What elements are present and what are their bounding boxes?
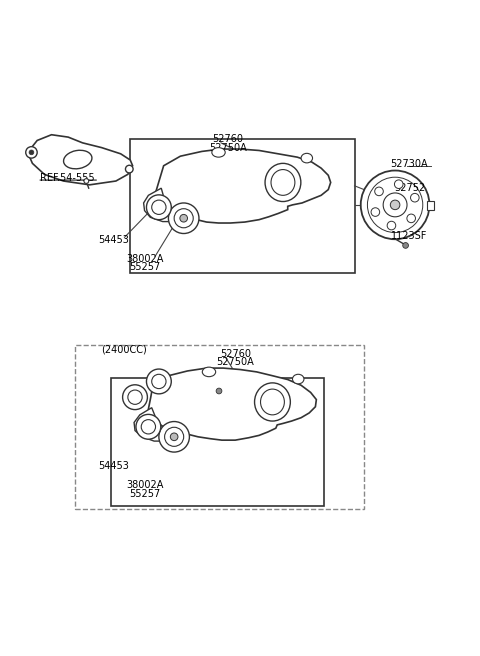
Circle shape bbox=[165, 427, 184, 446]
Text: 55257: 55257 bbox=[129, 262, 160, 272]
Ellipse shape bbox=[254, 383, 290, 421]
Circle shape bbox=[371, 208, 380, 216]
Circle shape bbox=[26, 147, 37, 158]
Circle shape bbox=[168, 203, 199, 234]
Ellipse shape bbox=[292, 375, 304, 384]
Circle shape bbox=[152, 375, 166, 388]
Circle shape bbox=[146, 195, 171, 220]
Circle shape bbox=[125, 165, 133, 173]
Circle shape bbox=[29, 150, 34, 155]
Text: 55257: 55257 bbox=[129, 489, 160, 499]
Circle shape bbox=[146, 369, 171, 394]
Polygon shape bbox=[144, 188, 173, 222]
Bar bbox=[75, 344, 364, 509]
Circle shape bbox=[361, 171, 430, 239]
Text: 52760: 52760 bbox=[213, 134, 243, 144]
Text: 54453: 54453 bbox=[98, 235, 129, 245]
Bar bbox=[427, 201, 434, 210]
Circle shape bbox=[84, 178, 89, 184]
Ellipse shape bbox=[202, 367, 216, 377]
Polygon shape bbox=[155, 149, 331, 223]
Text: 52750A: 52750A bbox=[209, 142, 247, 153]
Text: (2400CC): (2400CC) bbox=[102, 344, 147, 354]
Text: 52760: 52760 bbox=[220, 349, 251, 359]
Circle shape bbox=[403, 243, 408, 249]
Circle shape bbox=[410, 194, 419, 202]
Circle shape bbox=[152, 200, 166, 215]
Ellipse shape bbox=[301, 154, 312, 163]
Polygon shape bbox=[28, 134, 132, 185]
Text: 38002A: 38002A bbox=[126, 254, 163, 264]
Text: REF.54-555: REF.54-555 bbox=[39, 173, 94, 182]
Circle shape bbox=[170, 433, 178, 441]
Circle shape bbox=[136, 415, 161, 440]
Text: 52750A: 52750A bbox=[216, 358, 254, 367]
Ellipse shape bbox=[265, 163, 301, 201]
Circle shape bbox=[407, 214, 416, 222]
Circle shape bbox=[141, 420, 156, 434]
Text: 52730A: 52730A bbox=[391, 159, 428, 169]
Circle shape bbox=[367, 177, 423, 233]
Circle shape bbox=[387, 221, 396, 230]
Ellipse shape bbox=[261, 389, 284, 415]
Bar bbox=[111, 378, 324, 506]
Text: 38002A: 38002A bbox=[126, 480, 163, 491]
Bar bbox=[130, 140, 355, 273]
Circle shape bbox=[390, 200, 400, 210]
Circle shape bbox=[128, 390, 142, 404]
Text: 1123SF: 1123SF bbox=[391, 231, 428, 241]
Circle shape bbox=[395, 180, 403, 188]
Ellipse shape bbox=[63, 150, 92, 169]
Text: 52763: 52763 bbox=[201, 386, 232, 396]
Ellipse shape bbox=[212, 148, 225, 157]
Circle shape bbox=[383, 193, 407, 216]
Circle shape bbox=[122, 385, 147, 409]
Circle shape bbox=[216, 388, 222, 394]
Text: 54453: 54453 bbox=[98, 461, 129, 472]
Circle shape bbox=[180, 215, 188, 222]
Circle shape bbox=[375, 187, 384, 195]
Polygon shape bbox=[148, 368, 316, 440]
Circle shape bbox=[174, 209, 193, 228]
Ellipse shape bbox=[271, 169, 295, 195]
Polygon shape bbox=[134, 407, 166, 441]
Circle shape bbox=[159, 422, 190, 452]
Text: 52752: 52752 bbox=[394, 183, 425, 193]
